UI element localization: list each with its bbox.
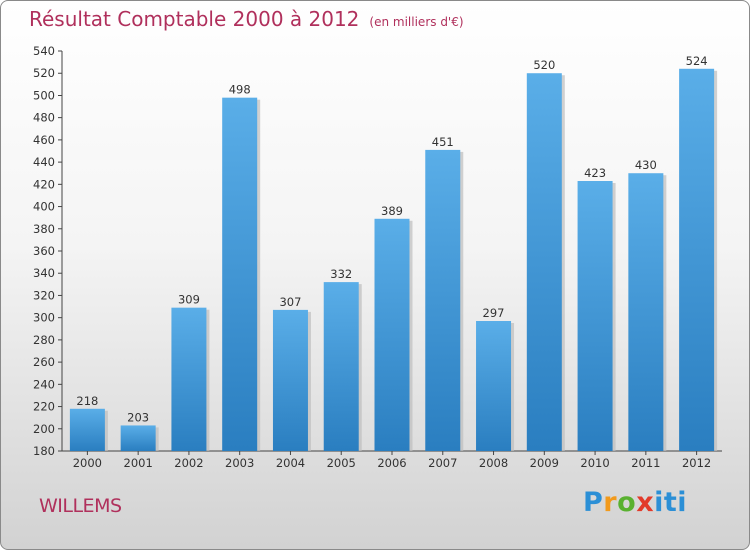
bar-value-label: 423	[584, 166, 606, 180]
x-tick-label: 2008	[479, 456, 508, 470]
bar-value-label: 218	[76, 394, 98, 408]
commune-name: WILLEMS	[39, 495, 122, 517]
bar	[679, 68, 715, 452]
bar-value-label: 524	[686, 54, 708, 68]
y-tick-label: 320	[33, 288, 55, 302]
y-tick-label: 280	[33, 333, 55, 347]
x-tick-label: 2007	[428, 456, 457, 470]
bar	[374, 218, 410, 451]
bar-value-label: 520	[533, 58, 555, 72]
x-tick-label: 2003	[225, 456, 254, 470]
bar	[69, 408, 105, 451]
bar-value-label: 309	[178, 293, 200, 307]
chart-title-text: Résultat Comptable 2000 à 2012	[29, 7, 360, 31]
y-tick-label: 460	[33, 133, 55, 147]
y-tick-label: 360	[33, 244, 55, 258]
logo-letter: o	[617, 487, 637, 518]
y-tick-label: 520	[33, 66, 55, 80]
bar	[171, 307, 207, 451]
bar-value-label: 203	[127, 410, 149, 424]
x-tick-label: 2012	[682, 456, 711, 470]
y-tick-label: 420	[33, 177, 55, 191]
x-tick-label: 2002	[174, 456, 203, 470]
bar-value-label: 332	[330, 267, 352, 281]
proxiti-logo: Proxiti	[583, 487, 687, 518]
bar	[120, 425, 156, 451]
y-tick-label: 500	[33, 88, 55, 102]
bar-value-label: 389	[381, 204, 403, 218]
x-tick-label: 2004	[276, 456, 305, 470]
y-tick-label: 340	[33, 266, 55, 280]
y-tick-label: 300	[33, 311, 55, 325]
x-tick-label: 2010	[580, 456, 609, 470]
bar-value-label: 451	[432, 135, 454, 149]
x-tick-label: 2005	[327, 456, 356, 470]
x-tick-label: 2006	[377, 456, 406, 470]
bar	[323, 282, 359, 451]
bar	[476, 321, 512, 451]
bar	[526, 73, 562, 451]
bar	[577, 181, 613, 451]
y-tick-label: 440	[33, 155, 55, 169]
bar-value-label: 297	[483, 306, 505, 320]
y-tick-label: 200	[33, 422, 55, 436]
bar-value-label: 307	[279, 295, 301, 309]
bar-value-label: 430	[635, 158, 657, 172]
logo-letter: iti	[654, 487, 688, 518]
y-tick-label: 180	[33, 444, 55, 458]
bar-value-label: 498	[229, 83, 251, 97]
x-tick-label: 2000	[73, 456, 102, 470]
chart-subtitle: (en milliers d'€)	[369, 15, 464, 29]
logo-letter: x	[636, 487, 655, 518]
bar	[272, 309, 308, 451]
x-tick-label: 2009	[530, 456, 559, 470]
x-tick-label: 2001	[124, 456, 153, 470]
bar	[425, 149, 461, 451]
y-tick-label: 260	[33, 355, 55, 369]
y-tick-label: 240	[33, 377, 55, 391]
bar	[222, 97, 258, 452]
logo-letter: P	[583, 487, 604, 518]
y-tick-label: 400	[33, 200, 55, 214]
x-tick-label: 2011	[631, 456, 660, 470]
y-tick-label: 220	[33, 400, 55, 414]
y-tick-label: 380	[33, 222, 55, 236]
chart-title: Résultat Comptable 2000 à 2012 (en millie…	[29, 7, 464, 31]
y-tick-label: 480	[33, 111, 55, 125]
logo-letter: r	[603, 487, 618, 518]
bar	[628, 173, 664, 451]
y-tick-label: 540	[33, 44, 55, 58]
